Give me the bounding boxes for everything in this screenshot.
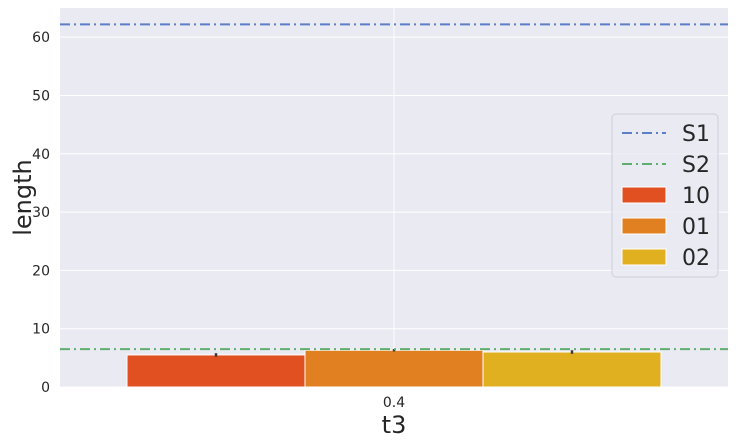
legend-label-S1: S1 [682, 122, 710, 147]
y-tick-label: 0 [41, 380, 50, 396]
legend-swatch-02 [621, 248, 667, 266]
legend-label-01: 01 [682, 215, 710, 240]
bar-02 [482, 351, 662, 388]
legend-label-02: 02 [682, 246, 710, 271]
y-tick-label: 20 [32, 263, 50, 279]
y-tick-label: 30 [32, 205, 50, 221]
x-tick-labels: 0.4 [383, 395, 405, 411]
y-tick-labels: 0 10 20 30 40 50 60 [32, 30, 50, 396]
legend-swatch-01 [621, 217, 667, 235]
y-axis-label: length [9, 159, 37, 236]
x-axis-label: t3 [382, 411, 407, 439]
bars [126, 349, 662, 388]
y-tick-label: 50 [32, 88, 50, 104]
legend-label-10: 10 [682, 184, 710, 209]
legend-swatch-10 [621, 186, 667, 204]
bar-10 [126, 354, 306, 388]
x-tick-label: 0.4 [383, 395, 405, 411]
legend-label-S2: S2 [682, 153, 710, 178]
y-tick-label: 40 [32, 147, 50, 163]
bar-01 [304, 349, 484, 388]
legend: S1 S2 10 01 02 [611, 113, 719, 278]
reference-lines [60, 23, 728, 351]
y-tick-label: 10 [32, 322, 50, 338]
y-tick-label: 60 [32, 30, 50, 46]
